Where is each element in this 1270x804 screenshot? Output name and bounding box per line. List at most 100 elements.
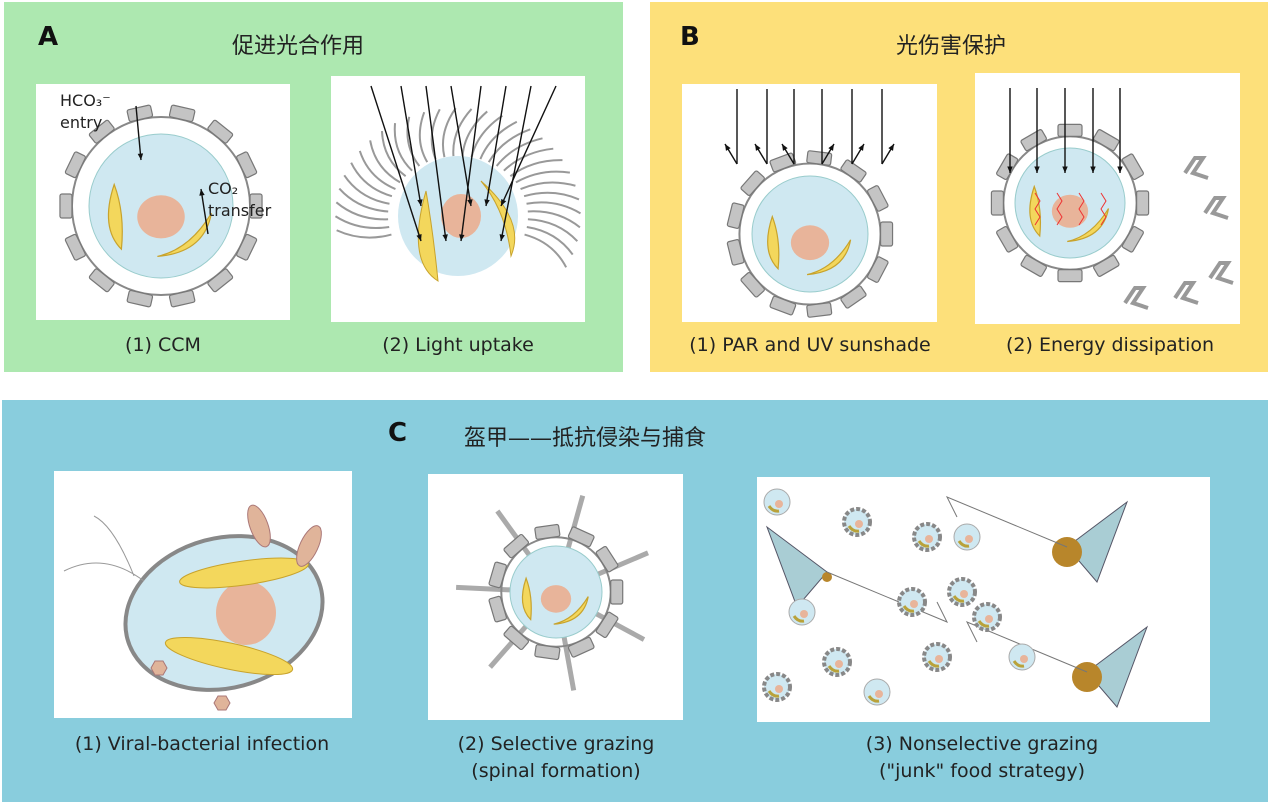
nucleus bbox=[540, 585, 572, 613]
arrow-head bbox=[442, 234, 448, 241]
detached-coccolith bbox=[1208, 261, 1234, 285]
grazer-body bbox=[1086, 625, 1149, 708]
coccolith bbox=[88, 119, 115, 144]
coccolith bbox=[236, 233, 258, 261]
coccolith-spine bbox=[406, 116, 421, 167]
grazer-nucleus bbox=[1072, 662, 1102, 692]
coccolith-spine bbox=[338, 187, 389, 213]
annotation-label: transfer bbox=[208, 201, 272, 220]
panel-b: B 光伤害保护 (1) PAR and UV sunshade (2) Ener… bbox=[650, 2, 1268, 372]
chloroplast bbox=[107, 182, 123, 251]
light-arrow bbox=[370, 85, 422, 242]
energy-dissipation-illustration bbox=[975, 73, 1240, 324]
coccolith-spine bbox=[336, 229, 392, 239]
coccolith bbox=[1057, 123, 1083, 138]
grazer-lorica bbox=[965, 621, 1088, 673]
detached-coccolith bbox=[1203, 196, 1229, 220]
coccolith bbox=[879, 221, 894, 247]
arrow-head bbox=[499, 234, 505, 241]
coccolith bbox=[1121, 153, 1144, 180]
panel-a: A 促进光合作用 HCO₃⁻ entry CO₂ transfer (1) CCM (… bbox=[4, 2, 623, 372]
arrow-head bbox=[1007, 166, 1013, 173]
prey-nucleus bbox=[1020, 655, 1028, 663]
caption-selective-grazing-1: (2) Selective grazing bbox=[457, 733, 655, 755]
coccolith-spine bbox=[487, 128, 531, 163]
coccolith bbox=[740, 170, 765, 196]
energy-dissipation-wave bbox=[1056, 192, 1063, 226]
coccolith-spine bbox=[418, 111, 429, 163]
caption-selective-grazing-2: (spinal formation) bbox=[471, 760, 641, 782]
prey-chloroplast bbox=[767, 690, 780, 698]
coccolith-spine bbox=[520, 181, 576, 190]
prey-chloroplast bbox=[957, 540, 970, 548]
coccolith bbox=[806, 150, 833, 166]
coccolith-spine bbox=[334, 215, 390, 230]
coccolith bbox=[503, 533, 530, 559]
coccolith bbox=[168, 104, 196, 123]
prey-nucleus bbox=[925, 535, 933, 543]
coccolith bbox=[534, 644, 561, 661]
coccolith-spine bbox=[527, 218, 579, 242]
coccolith bbox=[488, 561, 507, 589]
chloroplast bbox=[1029, 184, 1042, 238]
light-arrow bbox=[425, 85, 447, 242]
caption-sunshade: (1) PAR and UV sunshade bbox=[689, 334, 931, 356]
light-arrow bbox=[500, 85, 557, 207]
coccolith bbox=[610, 579, 624, 605]
coccolith bbox=[126, 289, 154, 308]
panel-c-letter: C bbox=[388, 418, 408, 448]
infection-illustration bbox=[54, 471, 352, 718]
coccolith bbox=[990, 190, 1004, 216]
coccolith bbox=[1136, 190, 1150, 216]
coccolith-spine bbox=[452, 108, 473, 157]
prey-chloroplast bbox=[867, 695, 880, 703]
coccolith bbox=[59, 193, 73, 219]
panel-a-title: 促进光合作用 bbox=[232, 34, 365, 59]
light-uptake-illustration bbox=[331, 76, 585, 322]
chloroplast bbox=[521, 576, 532, 621]
grazer-nucleus bbox=[1052, 537, 1082, 567]
coccolith-spine bbox=[441, 107, 457, 158]
coccolith bbox=[996, 226, 1019, 253]
chloroplast bbox=[480, 180, 516, 258]
coccolith bbox=[867, 256, 889, 283]
prey-nucleus bbox=[935, 655, 943, 663]
coccolith bbox=[207, 268, 234, 293]
coccolith-spine bbox=[495, 137, 543, 167]
chloroplast bbox=[417, 190, 439, 282]
coccolith bbox=[840, 159, 867, 183]
prey-chloroplast bbox=[767, 505, 780, 513]
light-arrow bbox=[485, 85, 507, 207]
coccolith-spine bbox=[503, 147, 554, 172]
arrow-head bbox=[501, 199, 507, 206]
arrow-head bbox=[1117, 166, 1123, 173]
chloroplast bbox=[553, 596, 589, 625]
arrow-head bbox=[199, 189, 205, 196]
nucleus bbox=[216, 581, 276, 645]
coccolith-spine bbox=[358, 150, 396, 190]
arrow-head bbox=[828, 144, 834, 151]
light-arrow bbox=[460, 85, 482, 242]
coccolith bbox=[740, 272, 765, 298]
coccolith-spine bbox=[479, 120, 518, 160]
coccolith-spine bbox=[523, 191, 580, 201]
caption-infection: (1) Viral-bacterial infection bbox=[74, 733, 330, 755]
coccolith bbox=[64, 151, 86, 179]
selective-grazing-illustration bbox=[428, 474, 683, 720]
coccolith bbox=[236, 151, 258, 179]
detached-coccolith bbox=[1183, 156, 1209, 180]
coccolith bbox=[806, 302, 833, 318]
coccolith-spine bbox=[461, 110, 488, 157]
prey-chloroplast bbox=[927, 660, 940, 668]
coccolith bbox=[488, 595, 507, 623]
coccolith bbox=[1057, 269, 1083, 283]
prey-chloroplast bbox=[792, 615, 805, 623]
prey-chloroplast bbox=[902, 605, 915, 613]
arrow-head bbox=[137, 153, 144, 160]
chloroplast bbox=[157, 212, 212, 257]
arrow-head bbox=[417, 199, 423, 206]
prey-nucleus bbox=[835, 660, 843, 668]
coccolith-spine bbox=[343, 174, 390, 205]
virus bbox=[150, 660, 168, 676]
panel-b-title: 光伤害保护 bbox=[896, 34, 1007, 59]
